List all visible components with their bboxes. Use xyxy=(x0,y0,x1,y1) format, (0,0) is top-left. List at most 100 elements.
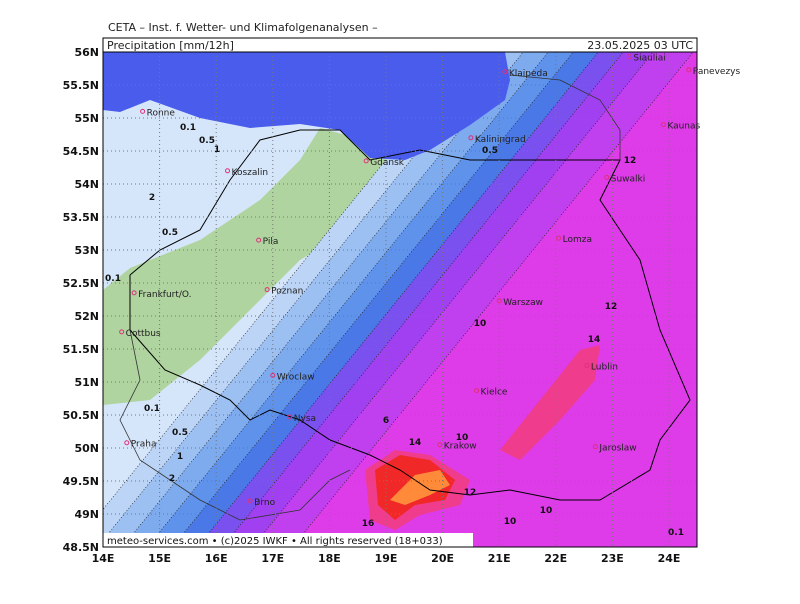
map-area: meteo-services.com • (c)2025 IWKF • All … xyxy=(103,52,697,547)
contour xyxy=(197,52,599,547)
parameter: Precipitation [mm/12h] xyxy=(107,39,234,52)
footer: meteo-services.com • (c)2025 IWKF • All … xyxy=(107,536,443,547)
city-marker xyxy=(363,158,369,164)
contour-label: 14 xyxy=(588,335,601,345)
city-label: Jaroslaw xyxy=(598,444,636,454)
city-marker xyxy=(660,122,666,128)
footer-box xyxy=(103,533,473,547)
city-label: Warszaw xyxy=(503,298,543,308)
contour-label: 0.1 xyxy=(144,404,160,414)
lat-tick-label: 51N xyxy=(74,376,99,389)
lat-tick-label: 56N xyxy=(74,46,99,59)
lat-tick-label: 54.5N xyxy=(63,145,99,158)
lat-tick-label: 52.5N xyxy=(63,277,99,290)
city-marker xyxy=(604,174,610,180)
contour-label: 12 xyxy=(605,302,618,312)
contour-label: 0.1 xyxy=(668,528,684,538)
city-label: Klaipeda xyxy=(509,69,548,79)
border xyxy=(119,329,351,521)
city-marker xyxy=(474,388,480,394)
city-marker xyxy=(119,329,125,335)
lon-tick-label: 14E xyxy=(92,552,115,565)
contour-label: 10 xyxy=(504,517,517,527)
city-marker xyxy=(584,363,590,368)
contour-label: 1 xyxy=(214,145,220,155)
city-marker xyxy=(502,69,508,75)
city-marker xyxy=(270,372,276,378)
city-marker xyxy=(592,444,598,450)
lat-tick-label: 55.5N xyxy=(63,79,99,92)
city-label: Kaliningrad xyxy=(475,135,526,145)
city-marker xyxy=(437,442,443,448)
lon-tick-label: 16E xyxy=(205,552,228,565)
city-label: Cottbus xyxy=(126,329,161,339)
city-label: Lublin xyxy=(591,363,618,373)
city-label: Suwalki xyxy=(611,174,646,184)
lon-tick-label: 15E xyxy=(148,552,171,565)
city-marker xyxy=(686,67,692,73)
city-marker xyxy=(225,168,231,174)
lon-tick-label: 20E xyxy=(431,552,454,565)
city-marker xyxy=(556,235,562,241)
city-marker xyxy=(131,290,137,296)
lat-tick-label: 50.5N xyxy=(63,409,99,422)
contour xyxy=(103,52,474,510)
contour-label: 12 xyxy=(464,488,477,498)
city-label: Gdansk xyxy=(370,158,405,168)
contour-label: 10 xyxy=(474,319,487,329)
lat-tick-label: 48.5N xyxy=(63,541,99,554)
city-marker xyxy=(247,498,253,504)
city-label: Pila xyxy=(263,237,279,247)
city-label: Lomza xyxy=(563,235,592,245)
city-label: Panevezys xyxy=(693,67,741,77)
city-label: Kaunas xyxy=(667,122,700,132)
lon-tick-label: 18E xyxy=(318,552,341,565)
city-marker xyxy=(140,108,146,114)
lat-tick-label: 49.5N xyxy=(63,475,99,488)
lat-tick-label: 49N xyxy=(74,508,99,521)
city-label: Kielce xyxy=(481,388,508,398)
contour-label: 0.5 xyxy=(172,428,188,438)
contour-label: 10 xyxy=(540,506,553,516)
contour xyxy=(147,52,549,547)
lat-tick-label: 55N xyxy=(74,112,99,125)
city-label: Nysa xyxy=(294,414,316,424)
city-label: Wroclaw xyxy=(277,372,315,382)
city-label: Krakow xyxy=(444,442,477,452)
contour xyxy=(103,52,499,541)
contour-label: 12 xyxy=(624,156,637,166)
city-label: Brno xyxy=(254,498,275,508)
lon-tick-label: 24E xyxy=(658,552,681,565)
lat-tick-label: 52N xyxy=(74,310,99,323)
city-marker xyxy=(468,135,474,141)
contour-label: 14 xyxy=(409,438,422,448)
city-marker xyxy=(287,414,293,420)
contour-label: 10 xyxy=(456,433,469,443)
city-label: Ronne xyxy=(147,108,176,118)
field-band xyxy=(390,470,450,505)
sea xyxy=(103,52,510,160)
contour-label: 6 xyxy=(383,416,389,426)
city-label: Koszalin xyxy=(232,168,269,178)
map-frame xyxy=(102,51,698,548)
city-marker xyxy=(496,298,502,304)
contour-label: 0.5 xyxy=(199,136,215,146)
contour-label: 0.5 xyxy=(162,228,178,238)
lat-tick-label: 53.5N xyxy=(63,211,99,224)
lat-tick-label: 54N xyxy=(74,178,99,191)
city-marker xyxy=(124,440,130,446)
lon-tick-label: 23E xyxy=(601,552,624,565)
city-marker xyxy=(256,237,262,243)
contour xyxy=(292,52,694,547)
lat-tick-label: 51.5N xyxy=(63,343,99,356)
city-label: Siauliai xyxy=(633,54,665,64)
lat-tick-label: 50N xyxy=(74,442,99,455)
contour-label: 0.5 xyxy=(482,146,498,156)
contour xyxy=(252,52,654,547)
city-label: Frankfurt/O. xyxy=(138,290,191,300)
border xyxy=(509,74,621,160)
contour-label: 0.1 xyxy=(105,274,121,284)
city-label: Praha xyxy=(131,440,157,450)
